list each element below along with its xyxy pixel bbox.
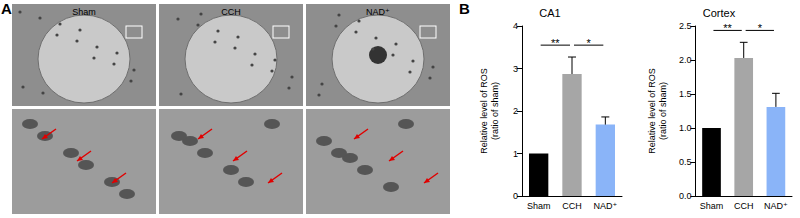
svg-text:0: 0 — [513, 191, 518, 201]
svg-text:CCH: CCH — [734, 201, 754, 211]
svg-text:0.5: 0.5 — [679, 157, 692, 167]
svg-text:CCH: CCH — [562, 201, 582, 211]
svg-text:1.5: 1.5 — [679, 89, 692, 99]
svg-text:NAD⁺: NAD⁺ — [366, 7, 390, 17]
svg-text:Sham: Sham — [527, 201, 551, 211]
svg-text:Sham: Sham — [72, 7, 96, 17]
svg-text:2.5: 2.5 — [679, 21, 692, 31]
svg-text:NAD⁺: NAD⁺ — [593, 201, 617, 211]
svg-text:NAD⁺: NAD⁺ — [764, 201, 788, 211]
svg-text:2.0: 2.0 — [679, 55, 692, 65]
svg-text:Cortex: Cortex — [703, 7, 736, 19]
svg-text:(ratio of sham): (ratio of sham) — [490, 82, 500, 140]
svg-text:1: 1 — [513, 149, 518, 159]
svg-text:Relative level of ROS: Relative level of ROS — [479, 68, 489, 154]
svg-text:3: 3 — [513, 64, 518, 74]
html-text:A: A — [1, 0, 12, 17]
svg-text:CCH: CCH — [221, 7, 241, 17]
svg-text:**: ** — [551, 37, 560, 49]
svg-text:*: * — [587, 37, 592, 49]
svg-text:**: ** — [723, 22, 732, 34]
svg-text:0.0: 0.0 — [679, 191, 692, 201]
svg-text:2: 2 — [513, 106, 518, 116]
svg-text:1.0: 1.0 — [679, 123, 692, 133]
svg-text:4: 4 — [513, 21, 518, 31]
svg-text:CA1: CA1 — [539, 7, 560, 19]
svg-text:*: * — [758, 22, 763, 34]
html-text:B: B — [459, 0, 470, 17]
svg-text:Sham: Sham — [700, 201, 724, 211]
svg-text:(ratio of sham): (ratio of sham) — [658, 82, 668, 140]
svg-text:Relative level of ROS: Relative level of ROS — [647, 68, 657, 154]
